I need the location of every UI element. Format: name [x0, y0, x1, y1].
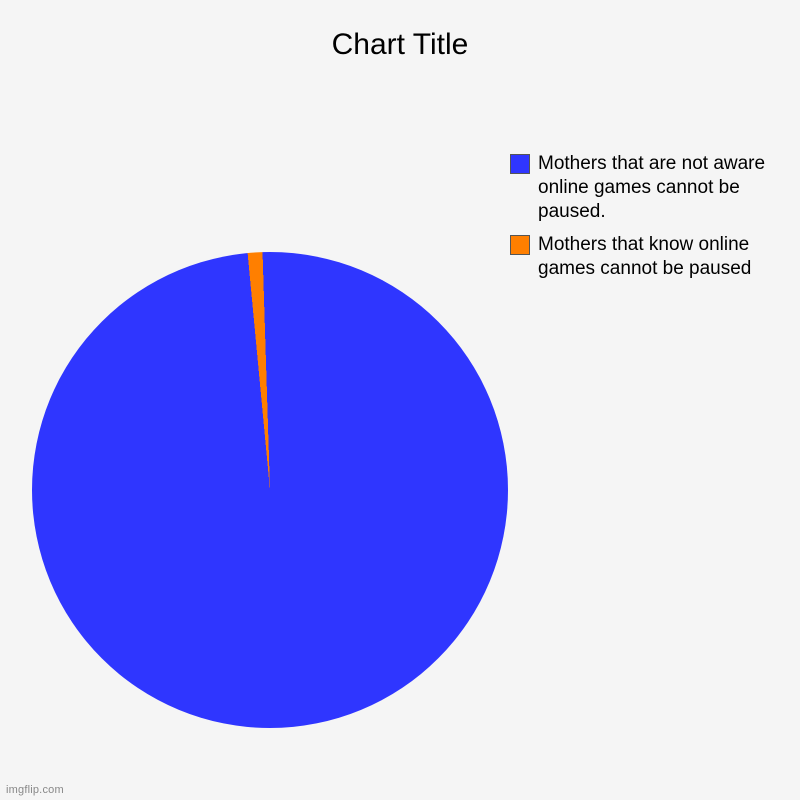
- legend-label: Mothers that are not aware online games …: [538, 152, 790, 223]
- chart-canvas: Chart Title Mothers that are not aware o…: [0, 0, 800, 800]
- legend-item: Mothers that are not aware online games …: [510, 152, 790, 223]
- legend-label: Mothers that know online games cannot be…: [538, 233, 790, 281]
- legend-swatch: [510, 235, 530, 255]
- pie-disc: [32, 252, 508, 728]
- legend: Mothers that are not aware online games …: [510, 152, 790, 291]
- pie-chart: [32, 252, 508, 728]
- chart-title: Chart Title: [0, 28, 800, 62]
- legend-swatch: [510, 154, 530, 174]
- legend-item: Mothers that know online games cannot be…: [510, 233, 790, 281]
- watermark-text: imgflip.com: [6, 784, 64, 796]
